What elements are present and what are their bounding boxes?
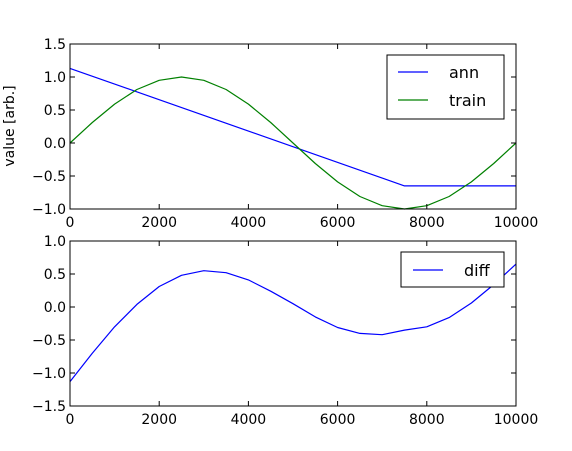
series-line-ann — [69, 67, 516, 187]
top-plot: 0 2000 4000 6000 8000 10000 −1.0 −0.5 0.0 0.5 1.0 1… — [2, 37, 538, 231]
x-tick-label: 10000 — [494, 412, 539, 428]
x-tick-label: 2000 — [141, 215, 177, 231]
x-tick-label: 4000 — [231, 215, 267, 231]
legend-label-diff: diff — [464, 261, 491, 280]
series-line-diff — [69, 263, 517, 382]
y-tick-label: 1.0 — [44, 234, 66, 250]
y-tick-label: 1.5 — [44, 37, 66, 53]
y-tick-label: 0.5 — [44, 267, 66, 283]
series-line-train — [69, 76, 517, 210]
y-tick-label: 1.0 — [44, 70, 66, 86]
bottom-plot: 0 2000 4000 6000 8000 10000 −1.5 −1.0 −0.5 0.0 0.5… — [32, 234, 538, 428]
x-tick-label: 0 — [66, 215, 75, 231]
top-legend-box — [386, 54, 505, 120]
bottom-tick-labels: 0 2000 4000 6000 8000 10000 −1.5 −1.0 −0.5 0.0 0.5… — [32, 234, 538, 428]
x-tick-label: 4000 — [231, 412, 267, 428]
x-tick-label: 10000 — [494, 215, 539, 231]
x-tick-label: 8000 — [409, 215, 445, 231]
y-tick-label: −1.0 — [32, 366, 66, 382]
legend-label-ann: ann — [449, 63, 479, 82]
top-tick-labels: 0 2000 4000 6000 8000 10000 −1.0 −0.5 0.0 0.5 1.0 1… — [32, 37, 538, 231]
x-tick-label: 6000 — [320, 412, 356, 428]
bottom-series-group — [69, 263, 517, 382]
bottom-axes-frame — [69, 240, 517, 407]
y-tick-label: 0.5 — [44, 103, 66, 119]
y-tick-label: −1.5 — [32, 399, 66, 415]
y-tick-label: 0.0 — [44, 136, 66, 152]
y-tick-label: −1.0 — [32, 202, 66, 218]
top-legend: ann train — [386, 54, 505, 120]
top-ylabel: value [arb.] — [2, 85, 18, 166]
x-tick-label: 0 — [66, 412, 75, 428]
top-axes-frame — [69, 43, 517, 210]
y-tick-label: −0.5 — [32, 169, 66, 185]
x-tick-label: 2000 — [141, 412, 177, 428]
y-tick-label: 0.0 — [44, 300, 66, 316]
top-series-group — [69, 67, 517, 210]
y-tick-label: −0.5 — [32, 333, 66, 349]
x-tick-label: 6000 — [320, 215, 356, 231]
bottom-legend: diff — [400, 251, 505, 288]
legend-label-train: train — [449, 91, 486, 110]
x-tick-label: 8000 — [409, 412, 445, 428]
